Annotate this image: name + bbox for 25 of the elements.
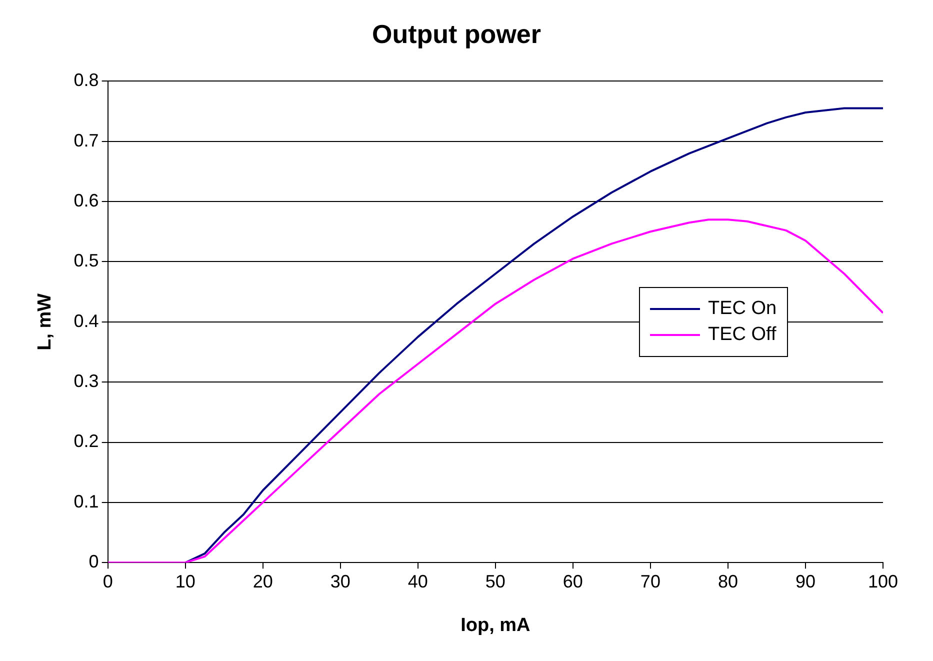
x-tick-label: 40 bbox=[408, 571, 428, 592]
x-tick-label: 10 bbox=[175, 571, 196, 592]
x-axis-title: Iop, mA bbox=[460, 614, 531, 636]
y-tick-label: 0 bbox=[88, 552, 99, 572]
x-tick-label: 30 bbox=[330, 571, 350, 592]
y-axis-title: L, mW bbox=[34, 293, 56, 350]
x-tick-label: 20 bbox=[252, 571, 273, 592]
y-tick-label: 0.5 bbox=[74, 250, 99, 271]
x-tick-label: 70 bbox=[640, 571, 660, 592]
legend-label: TEC On bbox=[708, 298, 777, 320]
x-tick-label: 60 bbox=[562, 571, 583, 592]
y-tick-label: 0.3 bbox=[74, 371, 99, 392]
y-tick-label: 0.6 bbox=[74, 190, 99, 211]
y-tick-label: 0.2 bbox=[74, 431, 99, 452]
y-tick-label: 0.4 bbox=[74, 310, 99, 331]
y-tick-label: 0.8 bbox=[74, 70, 99, 90]
y-tick-label: 0.7 bbox=[74, 130, 99, 150]
x-tick-label: 80 bbox=[718, 571, 738, 592]
chart-title: Output power bbox=[372, 18, 541, 49]
legend-label: TEC Off bbox=[708, 324, 776, 346]
y-tick-label: 0.1 bbox=[74, 491, 99, 512]
x-tick-label: 90 bbox=[795, 571, 816, 592]
x-tick-label: 0 bbox=[102, 571, 113, 592]
x-tick-label: 100 bbox=[868, 571, 898, 592]
x-tick-label: 50 bbox=[485, 571, 506, 592]
